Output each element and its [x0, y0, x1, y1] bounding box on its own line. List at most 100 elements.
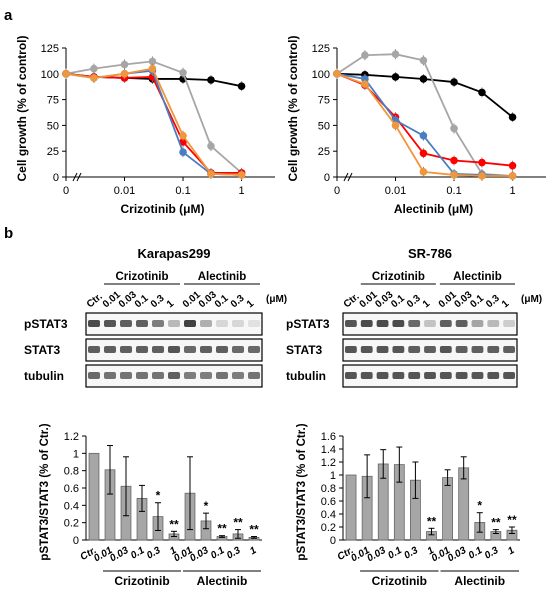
bar-chart-1: 0 0.2 0.4 0.6 0.8 1 1.2 pSTAT3/STAT3 (% of Ctr.…	[39, 423, 262, 588]
blot-band	[136, 320, 148, 327]
x-tick-label: 1	[509, 185, 515, 197]
group-label: Alectinib	[197, 574, 248, 588]
blot-band	[232, 372, 244, 379]
bar	[88, 452, 100, 541]
x-tick-label: 0.1	[467, 545, 485, 562]
x-tick-label: 0.03	[108, 545, 131, 564]
data-point	[508, 113, 517, 121]
y-tick-label: 0.2	[64, 518, 79, 530]
blot-band	[376, 320, 389, 327]
blot-band	[248, 320, 260, 327]
data-point	[478, 88, 486, 97]
blot-band	[471, 372, 484, 379]
series-line	[62, 56, 246, 178]
significance-mark: **	[217, 522, 227, 536]
blot-band	[408, 320, 421, 327]
data-point	[90, 74, 98, 82]
blot-band	[503, 346, 515, 353]
x-tick-label: 0	[334, 185, 340, 197]
blot-band	[168, 346, 180, 353]
blot-band	[120, 320, 132, 327]
series-path	[65, 72, 242, 174]
blot-row-label: tubulin	[286, 369, 326, 383]
x-tick-label: 0.01	[114, 185, 135, 197]
data-point	[508, 161, 517, 170]
data-point	[237, 82, 246, 90]
y-tick-label: 0.8	[64, 466, 79, 478]
blot-band	[455, 320, 468, 327]
y-axis-label: Cell growth (% of control)	[15, 36, 29, 182]
blot-band	[104, 346, 116, 353]
blot-band	[455, 346, 468, 353]
data-point	[450, 171, 458, 179]
panel-label-a: a	[4, 7, 13, 24]
blot-lane-label: 1	[245, 298, 257, 310]
blot-band	[168, 372, 180, 379]
group-label: Crizotinib	[372, 574, 427, 588]
x-axis-label: Alectinib (μM)	[394, 202, 473, 216]
blot-band	[439, 320, 452, 327]
y-tick-label: 75	[47, 95, 59, 107]
blot-band	[248, 346, 260, 353]
x-tick-label: 1	[238, 185, 244, 197]
y-tick-label: 1.6	[321, 431, 336, 443]
series-path	[65, 69, 242, 176]
data-point	[179, 68, 187, 77]
blot-row-label: STAT3	[286, 343, 323, 357]
line-chart-1: 0 25 50 75 100 125 0 0.01 0.1 1 Crizotinib (μM) Cel…	[15, 36, 275, 216]
y-tick-label: 125	[312, 43, 330, 55]
blot-band	[152, 320, 164, 327]
data-point	[450, 124, 458, 133]
blot-band	[152, 372, 164, 379]
blot-band	[184, 346, 196, 353]
data-point	[333, 70, 341, 78]
blot-band	[216, 320, 228, 327]
data-point	[391, 50, 400, 58]
y-tick-label: 0.4	[64, 500, 79, 512]
y-tick-label: 1	[73, 448, 79, 460]
blot-group-label: Alectinib	[453, 271, 502, 283]
blot-band	[232, 346, 244, 353]
blot-band	[439, 372, 452, 379]
x-tick-label: 1	[426, 545, 437, 558]
blot-title: Karapas299	[138, 246, 211, 261]
group-label: Alectinib	[454, 574, 505, 588]
data-point	[148, 57, 157, 66]
data-point	[419, 131, 428, 140]
data-point	[148, 64, 157, 73]
y-tick-label: 0	[330, 535, 336, 547]
blot-band	[216, 346, 228, 353]
y-tick-label: 0	[73, 535, 79, 547]
blot-band	[392, 346, 405, 353]
blot-band	[232, 320, 244, 327]
blot-group-label: Crizotinib	[115, 271, 168, 283]
blot-band	[376, 346, 389, 353]
x-tick-label: 0.3	[225, 545, 243, 562]
series-path	[336, 72, 513, 177]
blot-lane-label: 1	[500, 298, 512, 310]
blot-band	[455, 372, 468, 379]
blot-band	[248, 372, 260, 379]
data-point	[391, 73, 400, 81]
x-tick-label: 0.03	[365, 545, 388, 564]
data-point	[179, 148, 187, 157]
significance-mark: *	[156, 489, 161, 503]
y-tick-label: 0.6	[321, 496, 336, 508]
x-tick-label: 0.1	[129, 545, 147, 562]
y-tick-label: 0	[324, 172, 330, 184]
y-axis-label: pSTAT3/STAT3 (% of Ctr.)	[39, 423, 51, 560]
data-point	[361, 80, 369, 88]
significance-mark: *	[204, 499, 209, 513]
blot-band	[168, 320, 180, 327]
blot-band	[88, 346, 100, 353]
significance-mark: **	[249, 523, 259, 537]
panel-label-b: b	[4, 225, 13, 242]
data-point	[419, 149, 428, 158]
series-line	[62, 63, 246, 180]
line-chart-2: 0 25 50 75 100 125 0 0.01 0.1 1 Alectinib (μM) Cell…	[286, 36, 546, 216]
significance-mark: **	[169, 517, 179, 531]
x-tick-label: 0.1	[175, 185, 190, 197]
blot-band	[345, 372, 357, 379]
